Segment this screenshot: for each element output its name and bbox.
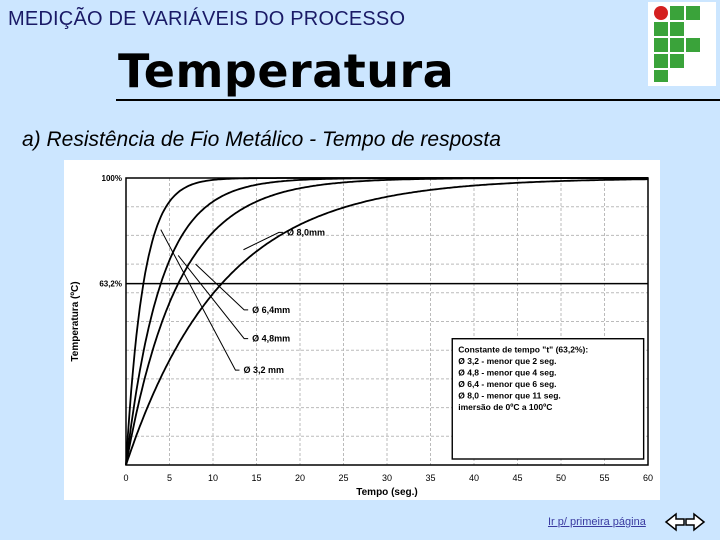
x-tick-label: 15: [251, 473, 261, 483]
title-underline: [116, 99, 720, 101]
y-tick-label: 63,2%: [99, 280, 122, 289]
x-axis-label: Tempo (seg.): [356, 487, 417, 498]
x-tick-label: 35: [425, 473, 435, 483]
x-tick-label: 25: [338, 473, 348, 483]
callout-label-1: Ø 8,0mm: [287, 227, 325, 237]
time-constant-line-6: imersão de 0ºC a 100ºC: [458, 402, 552, 412]
response-time-chart: 0 5 10 15 20 25 30 35 40 45 50 55 60 100% 63,2% Tempo (…: [64, 160, 660, 500]
time-constant-line-2: Ø 3,2 - menor que 2 seg.: [458, 356, 556, 366]
x-tick-label: 30: [382, 473, 392, 483]
callout-label-3: Ø 4,8mm: [252, 334, 290, 344]
callout-leader-4: [160, 229, 240, 371]
x-tick-label: 5: [167, 473, 172, 483]
x-tick-label: 0: [123, 473, 128, 483]
slide-header: [0, 0, 720, 100]
left-right-arrows-icon[interactable]: [664, 510, 706, 534]
callout-label-4: Ø 3,2 mm: [243, 365, 284, 375]
callout-label-2: Ø 6,4mm: [252, 305, 290, 315]
slide-subject: MEDIÇÃO DE VARIÁVEIS DO PROCESSO: [8, 8, 406, 30]
x-tick-label: 20: [295, 473, 305, 483]
callout-leader-3: [177, 255, 249, 340]
callout-leader-1: [243, 231, 283, 251]
x-tick-label: 55: [599, 473, 609, 483]
callout-leader-2: [195, 263, 249, 311]
x-tick-label: 10: [208, 473, 218, 483]
time-constant-box: [451, 338, 645, 460]
first-page-link[interactable]: Ir p/ primeira página: [548, 516, 646, 528]
x-tick-label: 40: [469, 473, 479, 483]
x-tick-label: 45: [512, 473, 522, 483]
series-line-3: [125, 177, 648, 466]
section-subtitle: a) Resistência de Fio Metálico - Tempo d…: [22, 128, 501, 151]
series-line-4: [125, 178, 648, 466]
time-constant-line-5: Ø 8,0 - menor que 11 seg.: [458, 391, 561, 401]
y-tick-label: 100%: [102, 174, 122, 183]
slide-title: Temperatura: [118, 44, 455, 98]
institution-logo-icon: [648, 2, 716, 86]
x-tick-label: 50: [556, 473, 566, 483]
time-constant-line-3: Ø 4,8 - menor que 4 seg.: [458, 368, 556, 378]
y-axis-label: Temperatura (ºC): [70, 281, 81, 361]
chart-svg: 0 5 10 15 20 25 30 35 40 45 50 55 60 100% 63,2% Tempo (…: [70, 174, 653, 498]
time-constant-line-4: Ø 6,4 - menor que 6 seg.: [458, 379, 556, 389]
time-constant-line-1: Constante de tempo "t" (63,2%):: [458, 345, 588, 355]
x-tick-label: 60: [643, 473, 653, 483]
